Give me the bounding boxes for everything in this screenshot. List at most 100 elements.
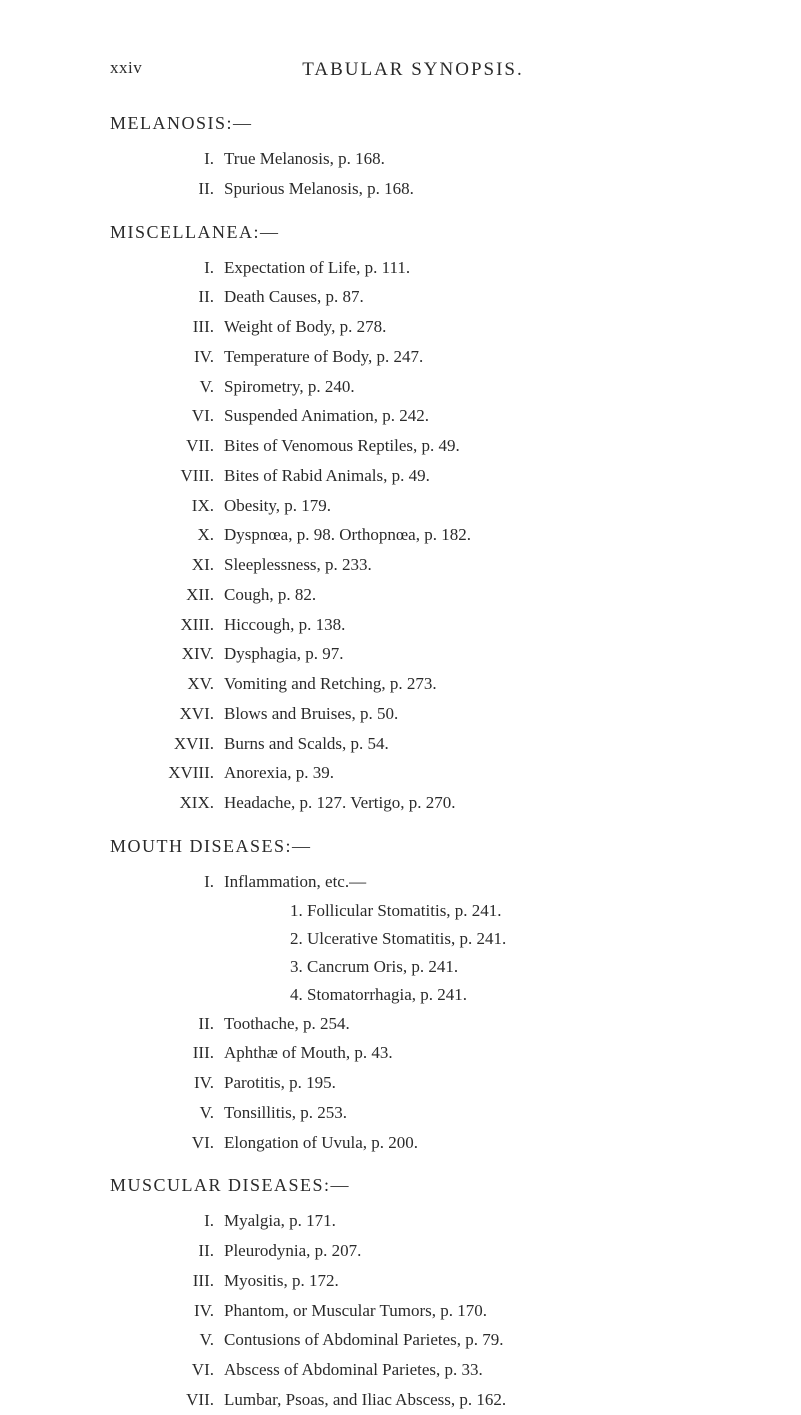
list-item: VI.Suspended Animation, p. 242. xyxy=(152,401,716,431)
roman-numeral: XII. xyxy=(152,580,224,610)
roman-numeral: XIV. xyxy=(152,639,224,669)
roman-numeral: IV. xyxy=(152,1068,224,1098)
list-item: I. True Melanosis, p. 168. xyxy=(152,144,716,174)
section-melanosis-title: MELANOSIS:— xyxy=(110,113,716,134)
list-item: II. Spurious Melanosis, p. 168. xyxy=(152,174,716,204)
roman-numeral: III. xyxy=(152,1266,224,1296)
list-item: VI.Abscess of Abdominal Parietes, p. 33. xyxy=(152,1355,716,1385)
roman-numeral: II. xyxy=(152,174,224,204)
section-mouth-title: MOUTH DISEASES:— xyxy=(110,836,716,857)
roman-numeral: I. xyxy=(152,1206,224,1236)
list-item: XIV.Dysphagia, p. 97. xyxy=(152,639,716,669)
entry-text: Dysphagia, p. 97. xyxy=(224,639,716,669)
section-miscellanea-list: I.Expectation of Life, p. 111. II.Death … xyxy=(110,253,716,818)
list-item: IX.Obesity, p. 179. xyxy=(152,491,716,521)
list-item: I.Expectation of Life, p. 111. xyxy=(152,253,716,283)
list-item: V.Tonsillitis, p. 253. xyxy=(152,1098,716,1128)
sub-item: 4. Stomatorrhagia, p. 241. xyxy=(110,981,716,1009)
entry-text: Inflammation, etc.— xyxy=(224,867,716,897)
roman-numeral: IV. xyxy=(152,342,224,372)
list-item: XIII.Hiccough, p. 138. xyxy=(152,610,716,640)
sub-item: 2. Ulcerative Stomatitis, p. 241. xyxy=(110,925,716,953)
roman-numeral: II. xyxy=(152,1009,224,1039)
entry-text: True Melanosis, p. 168. xyxy=(224,144,716,174)
roman-numeral: XVI. xyxy=(152,699,224,729)
roman-numeral: I. xyxy=(152,867,224,897)
entry-text: Expectation of Life, p. 111. xyxy=(224,253,716,283)
roman-numeral: I. xyxy=(152,253,224,283)
entry-text: Cough, p. 82. xyxy=(224,580,716,610)
roman-numeral: VIII. xyxy=(152,461,224,491)
list-item: IV.Phantom, or Muscular Tumors, p. 170. xyxy=(152,1296,716,1326)
roman-numeral: VI. xyxy=(152,1128,224,1158)
entry-text: Aphthæ of Mouth, p. 43. xyxy=(224,1038,716,1068)
entry-text: Sleeplessness, p. 233. xyxy=(224,550,716,580)
list-item: XVII.Burns and Scalds, p. 54. xyxy=(152,729,716,759)
section-muscular-title: MUSCULAR DISEASES:— xyxy=(110,1175,716,1196)
roman-numeral: II. xyxy=(152,1236,224,1266)
roman-numeral: VII. xyxy=(152,431,224,461)
roman-numeral: II. xyxy=(152,282,224,312)
entry-text: Suspended Animation, p. 242. xyxy=(224,401,716,431)
entry-text: Myalgia, p. 171. xyxy=(224,1206,716,1236)
entry-text: Vomiting and Retching, p. 273. xyxy=(224,669,716,699)
roman-numeral: XIX. xyxy=(152,788,224,818)
entry-text: Dyspnœa, p. 98. Orthopnœa, p. 182. xyxy=(224,520,716,550)
list-item: VIII.Bites of Rabid Animals, p. 49. xyxy=(152,461,716,491)
list-item: IV.Parotitis, p. 195. xyxy=(152,1068,716,1098)
entry-text: Parotitis, p. 195. xyxy=(224,1068,716,1098)
header-title: TABULAR SYNOPSIS. xyxy=(110,59,716,81)
list-item: III.Myositis, p. 172. xyxy=(152,1266,716,1296)
list-item: III.Aphthæ of Mouth, p. 43. xyxy=(152,1038,716,1068)
entry-text: Headache, p. 127. Vertigo, p. 270. xyxy=(224,788,716,818)
entry-text: Myositis, p. 172. xyxy=(224,1266,716,1296)
entry-text: Burns and Scalds, p. 54. xyxy=(224,729,716,759)
list-item: III.Weight of Body, p. 278. xyxy=(152,312,716,342)
entry-text: Tonsillitis, p. 253. xyxy=(224,1098,716,1128)
roman-numeral: V. xyxy=(152,1325,224,1355)
list-item: V.Contusions of Abdominal Parietes, p. 7… xyxy=(152,1325,716,1355)
entry-text: Abscess of Abdominal Parietes, p. 33. xyxy=(224,1355,716,1385)
list-item: IV.Temperature of Body, p. 247. xyxy=(152,342,716,372)
roman-numeral: XVII. xyxy=(152,729,224,759)
section-miscellanea-title: MISCELLANEA:— xyxy=(110,222,716,243)
entry-text: Death Causes, p. 87. xyxy=(224,282,716,312)
page-number: xxiv xyxy=(110,58,142,78)
list-item: XVI.Blows and Bruises, p. 50. xyxy=(152,699,716,729)
section-melanosis-list: I. True Melanosis, p. 168. II. Spurious … xyxy=(110,144,716,204)
list-item: XV.Vomiting and Retching, p. 273. xyxy=(152,669,716,699)
list-item: XVIII.Anorexia, p. 39. xyxy=(152,758,716,788)
entry-text: Phantom, or Muscular Tumors, p. 170. xyxy=(224,1296,716,1326)
list-item: II.Pleurodynia, p. 207. xyxy=(152,1236,716,1266)
roman-numeral: VII. xyxy=(152,1385,224,1415)
entry-text: Bites of Venomous Reptiles, p. 49. xyxy=(224,431,716,461)
roman-numeral: III. xyxy=(152,1038,224,1068)
roman-numeral: III. xyxy=(152,312,224,342)
roman-numeral: IX. xyxy=(152,491,224,521)
section-muscular-list: I.Myalgia, p. 171. II.Pleurodynia, p. 20… xyxy=(110,1206,716,1414)
roman-numeral: V. xyxy=(152,372,224,402)
sub-item: 1. Follicular Stomatitis, p. 241. xyxy=(110,897,716,925)
list-item: X.Dyspnœa, p. 98. Orthopnœa, p. 182. xyxy=(152,520,716,550)
entry-text: Lumbar, Psoas, and Iliac Abscess, p. 162… xyxy=(224,1385,716,1415)
roman-numeral: XIII. xyxy=(152,610,224,640)
roman-numeral: XI. xyxy=(152,550,224,580)
list-item: VII.Lumbar, Psoas, and Iliac Abscess, p.… xyxy=(152,1385,716,1415)
list-item: I.Inflammation, etc.— xyxy=(152,867,716,897)
roman-numeral: VI. xyxy=(152,401,224,431)
roman-numeral: I. xyxy=(152,144,224,174)
entry-text: Hiccough, p. 138. xyxy=(224,610,716,640)
entry-text: Blows and Bruises, p. 50. xyxy=(224,699,716,729)
list-item: I.Myalgia, p. 171. xyxy=(152,1206,716,1236)
section-mouth-list: I.Inflammation, etc.— xyxy=(110,867,716,897)
section-mouth-list2: II.Toothache, p. 254. III.Aphthæ of Mout… xyxy=(110,1009,716,1158)
entry-text: Pleurodynia, p. 207. xyxy=(224,1236,716,1266)
entry-text: Temperature of Body, p. 247. xyxy=(224,342,716,372)
entry-text: Obesity, p. 179. xyxy=(224,491,716,521)
list-item: XIX.Headache, p. 127. Vertigo, p. 270. xyxy=(152,788,716,818)
sub-item: 3. Cancrum Oris, p. 241. xyxy=(110,953,716,981)
entry-text: Elongation of Uvula, p. 200. xyxy=(224,1128,716,1158)
roman-numeral: XVIII. xyxy=(152,758,224,788)
entry-text: Toothache, p. 254. xyxy=(224,1009,716,1039)
list-item: VI.Elongation of Uvula, p. 200. xyxy=(152,1128,716,1158)
